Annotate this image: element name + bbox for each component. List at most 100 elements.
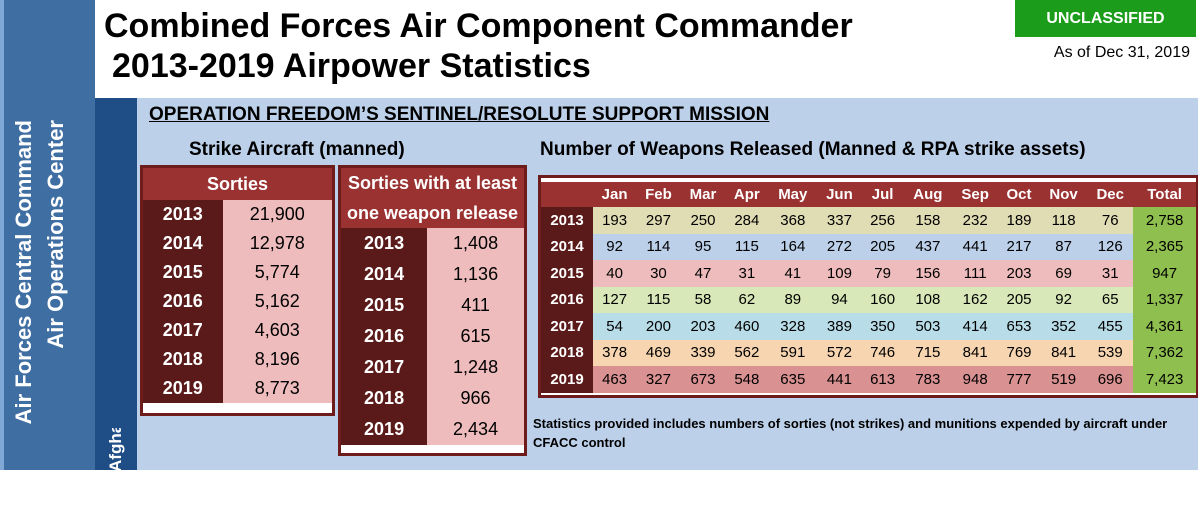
row-total: 4,361 [1133, 313, 1196, 340]
page-title: Combined Forces Air Component Commander … [104, 6, 853, 86]
month-value: 41 [768, 260, 818, 287]
month-value: 715 [903, 339, 953, 366]
row-total: 2,365 [1133, 233, 1196, 260]
row-year: 2019 [143, 374, 223, 403]
month-value: 87 [1039, 233, 1088, 260]
month-value: 548 [725, 366, 769, 393]
month-value: 339 [680, 339, 726, 366]
month-value: 783 [903, 366, 953, 393]
strike-heading: Strike Aircraft (manned) [189, 139, 405, 160]
weapons-corner [541, 182, 593, 207]
month-value: 653 [998, 313, 1040, 340]
row-value: 5,774 [222, 258, 332, 287]
month-value: 562 [725, 339, 769, 366]
table-row: 2016 615 [341, 321, 524, 352]
month-value: 205 [998, 286, 1040, 313]
month-value: 327 [636, 366, 681, 393]
month-value: 31 [1087, 260, 1134, 287]
as-of-date: As of Dec 31, 2019 [1053, 44, 1190, 61]
row-year: 2014 [541, 233, 593, 260]
table-row: 2017 54 200 203 460 328 389 350 503 414 653 352 455 4… [541, 313, 1196, 340]
month-value: 115 [725, 233, 769, 260]
month-value: 92 [593, 233, 637, 260]
month-value: 769 [998, 339, 1040, 366]
row-year: 2019 [341, 414, 428, 445]
row-year: 2016 [143, 287, 223, 316]
column-header: Feb [636, 182, 681, 207]
row-value: 1,136 [427, 259, 524, 290]
table-row: 2013 21,900 [143, 200, 332, 229]
month-value: 250 [680, 207, 726, 234]
row-year: 2014 [143, 229, 223, 258]
weapon-release-header-2: one weapon release [341, 198, 524, 228]
month-value: 437 [903, 233, 953, 260]
month-value: 673 [680, 366, 726, 393]
month-value: 635 [768, 366, 818, 393]
month-value: 328 [768, 313, 818, 340]
row-value: 8,196 [222, 345, 332, 374]
title-line-2: 2013-2019 Airpower Statistics [112, 47, 591, 85]
table-row: 2015 40 30 47 31 41 109 79 156 111 203 69 31 947 [541, 260, 1196, 287]
row-value: 4,603 [222, 316, 332, 345]
month-value: 114 [636, 233, 681, 260]
column-header: May [768, 182, 818, 207]
row-year: 2016 [541, 286, 593, 313]
table-row: 2015 411 [341, 290, 524, 321]
footnote: Statistics provided includes numbers of … [533, 416, 1168, 450]
sidebar-band [0, 0, 95, 470]
month-value: 62 [725, 286, 769, 313]
column-header: Jan [593, 182, 637, 207]
sidebar-stripe [0, 0, 4, 470]
month-value: 441 [952, 233, 999, 260]
month-value: 193 [593, 207, 637, 234]
month-value: 76 [1087, 207, 1134, 234]
month-value: 127 [593, 286, 637, 313]
row-year: 2019 [541, 366, 593, 393]
month-value: 841 [1039, 339, 1088, 366]
month-value: 108 [903, 286, 953, 313]
month-value: 89 [768, 286, 818, 313]
row-value: 966 [427, 383, 524, 414]
row-year: 2013 [143, 200, 223, 229]
month-value: 118 [1039, 207, 1088, 234]
sidebar-title: Air Forces Central Command Air Operation… [8, 120, 78, 510]
month-value: 503 [903, 313, 953, 340]
month-value: 777 [998, 366, 1040, 393]
month-value: 256 [861, 207, 904, 234]
sidebar-line-1: Air Forces Central Command [11, 120, 36, 425]
sorties-header: Sorties [143, 168, 332, 200]
month-value: 232 [952, 207, 999, 234]
month-value: 613 [861, 366, 904, 393]
month-value: 841 [952, 339, 999, 366]
row-total: 947 [1133, 260, 1196, 287]
table-row: 2013 1,408 [341, 228, 524, 259]
column-header: Dec [1087, 182, 1134, 207]
column-header: Nov [1039, 182, 1088, 207]
row-value: 411 [427, 290, 524, 321]
month-value: 94 [817, 286, 862, 313]
month-value: 47 [680, 260, 726, 287]
month-value: 30 [636, 260, 681, 287]
row-year: 2018 [341, 383, 428, 414]
weapons-table: Jan Feb Mar Apr May Jun Jul Aug Sep Oct Nov Dec Tota… [538, 175, 1198, 398]
month-value: 378 [593, 339, 637, 366]
row-year: 2013 [341, 228, 428, 259]
month-value: 203 [680, 313, 726, 340]
month-value: 572 [817, 339, 862, 366]
month-value: 189 [998, 207, 1040, 234]
table-row: 2016 127 115 58 62 89 94 160 108 162 205 92 65 1,337 [541, 286, 1196, 313]
weapon-release-table: Sorties with at least one weapon release… [338, 165, 527, 456]
table-row: 2019 2,434 [341, 414, 524, 445]
month-value: 284 [725, 207, 769, 234]
month-value: 368 [768, 207, 818, 234]
month-value: 948 [952, 366, 999, 393]
table-row: 2018 378 469 339 562 591 572 746 715 841 769 841 539… [541, 339, 1196, 366]
month-value: 69 [1039, 260, 1088, 287]
month-value: 389 [817, 313, 862, 340]
row-total: 2,758 [1133, 207, 1196, 234]
table-row: 2014 1,136 [341, 259, 524, 290]
row-value: 615 [427, 321, 524, 352]
weapons-heading: Number of Weapons Released (Manned & RPA… [540, 139, 1086, 160]
row-value: 1,408 [427, 228, 524, 259]
month-value: 65 [1087, 286, 1134, 313]
